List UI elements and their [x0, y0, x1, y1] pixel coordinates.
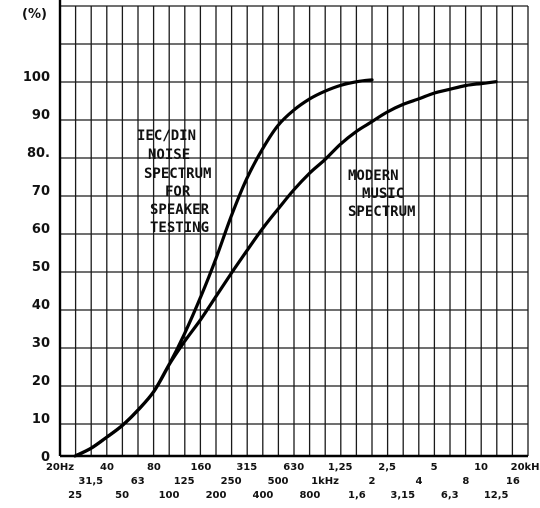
- y-tick-label: 90: [32, 108, 50, 123]
- x-tick-label-row2: 1kHz: [311, 476, 339, 487]
- x-tick-label-row3: 50: [115, 490, 129, 501]
- x-tick-label-row2: 125: [174, 476, 195, 487]
- annotation-iec-line-5: SPEAKER: [150, 202, 210, 218]
- x-axis-ticks: 20Hz 40 80 160 315 630 1,25 2,5 5 10 20kHz 31,5 63 12…: [46, 462, 540, 501]
- y-tick-label: 100: [23, 70, 50, 85]
- x-tick-label-row3: 12,5: [484, 490, 509, 501]
- x-tick-label-row1: 630: [283, 462, 304, 473]
- x-tick-label-row3: 400: [253, 490, 274, 501]
- x-tick-label-row3: 1,6: [348, 490, 366, 501]
- y-tick-label: 0: [41, 450, 50, 465]
- x-tick-label-row3: 800: [299, 490, 320, 501]
- curve-modern-music: [73, 80, 498, 458]
- x-tick-label-row2: 4: [415, 476, 422, 487]
- x-tick-label-row2: 63: [131, 476, 145, 487]
- x-tick-label-row1: 315: [236, 462, 257, 473]
- x-tick-label-row2: 2: [369, 476, 376, 487]
- y-tick-label: 50: [32, 260, 50, 275]
- x-tick-label-row1: 2,5: [378, 462, 396, 473]
- x-tick-label-row1: 10: [474, 462, 488, 473]
- x-tick-label-row3: 6,3: [441, 490, 459, 501]
- y-axis-ticks: 0 10 20 30 40 50 60 70 80. 90 100: [23, 70, 50, 465]
- annotation-music-line-2: MUSIC: [362, 186, 404, 202]
- x-tick-label-row1: 1,25: [328, 462, 353, 473]
- annotation-iec-line-1: IEC/DIN: [137, 128, 196, 144]
- x-tick-label-row2: 500: [268, 476, 289, 487]
- y-tick-label: 20: [32, 374, 50, 389]
- annotation-iec-line-4: FOR: [165, 184, 191, 200]
- x-tick-label-row1: 160: [190, 462, 211, 473]
- y-axis-label: (%): [22, 7, 47, 22]
- y-tick-label: 30: [32, 336, 50, 351]
- x-tick-label-row3: 100: [159, 490, 180, 501]
- annotation-iec-line-2: NOISE: [148, 147, 190, 163]
- x-tick-label-row1: 40: [100, 462, 114, 473]
- y-tick-label: 10: [32, 412, 50, 427]
- annotation-iec-line-6: TESTING: [150, 220, 209, 236]
- annotation-music-line-1: MODERN: [348, 168, 399, 184]
- x-tick-label-row3: 25: [68, 490, 82, 501]
- x-tick-label-row2: 31,5: [78, 476, 103, 487]
- annotation-music-line-3: SPECTRUM: [348, 204, 415, 220]
- chart-curves: [73, 78, 498, 458]
- y-tick-label: 40: [32, 298, 50, 313]
- y-tick-label: 60: [32, 222, 50, 237]
- x-tick-label-row1: 20Hz: [46, 462, 74, 473]
- curve-iec-din-noise: [73, 78, 374, 458]
- x-tick-label-row2: 8: [462, 476, 469, 487]
- x-tick-label-row3: 200: [206, 490, 227, 501]
- annotation-iec-line-3: SPECTRUM: [144, 166, 211, 182]
- x-tick-label-row1: 5: [431, 462, 438, 473]
- annotation-modern-music: MODERN MUSIC SPECTRUM: [348, 168, 415, 220]
- x-tick-label-row3: 3,15: [390, 490, 415, 501]
- chart-grid: [58, 0, 529, 458]
- x-tick-label-row1: 20kHz: [511, 462, 540, 473]
- annotation-iec-din: IEC/DIN NOISE SPECTRUM FOR SPEAKER TESTI…: [137, 128, 211, 236]
- y-tick-label: 70: [32, 184, 50, 199]
- x-tick-label-row1: 80: [147, 462, 161, 473]
- x-tick-label-row2: 16: [506, 476, 520, 487]
- x-tick-label-row2: 250: [221, 476, 242, 487]
- y-tick-label: 80.: [27, 146, 50, 161]
